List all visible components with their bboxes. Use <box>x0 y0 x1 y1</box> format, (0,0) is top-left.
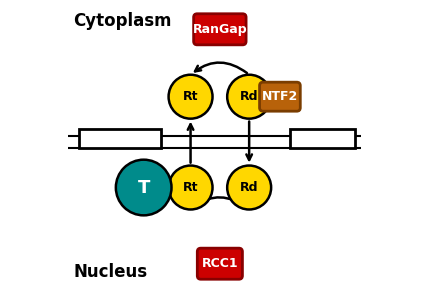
Text: RCC1: RCC1 <box>202 257 238 270</box>
FancyBboxPatch shape <box>193 14 246 45</box>
Text: Nucleus: Nucleus <box>73 263 148 282</box>
Text: Rd: Rd <box>240 181 259 194</box>
FancyBboxPatch shape <box>197 248 242 279</box>
Text: T: T <box>137 178 150 197</box>
Circle shape <box>169 75 213 119</box>
Text: Rt: Rt <box>183 181 198 194</box>
Circle shape <box>116 160 172 215</box>
Text: Rd: Rd <box>240 90 259 103</box>
Text: RanGap: RanGap <box>193 23 247 36</box>
Text: Rt: Rt <box>183 90 198 103</box>
FancyBboxPatch shape <box>290 129 355 148</box>
FancyBboxPatch shape <box>79 129 161 148</box>
Circle shape <box>227 166 271 209</box>
Circle shape <box>169 166 213 209</box>
FancyBboxPatch shape <box>259 82 300 111</box>
Circle shape <box>227 75 271 119</box>
Text: NTF2: NTF2 <box>262 90 298 103</box>
Text: Cytoplasm: Cytoplasm <box>73 11 172 30</box>
